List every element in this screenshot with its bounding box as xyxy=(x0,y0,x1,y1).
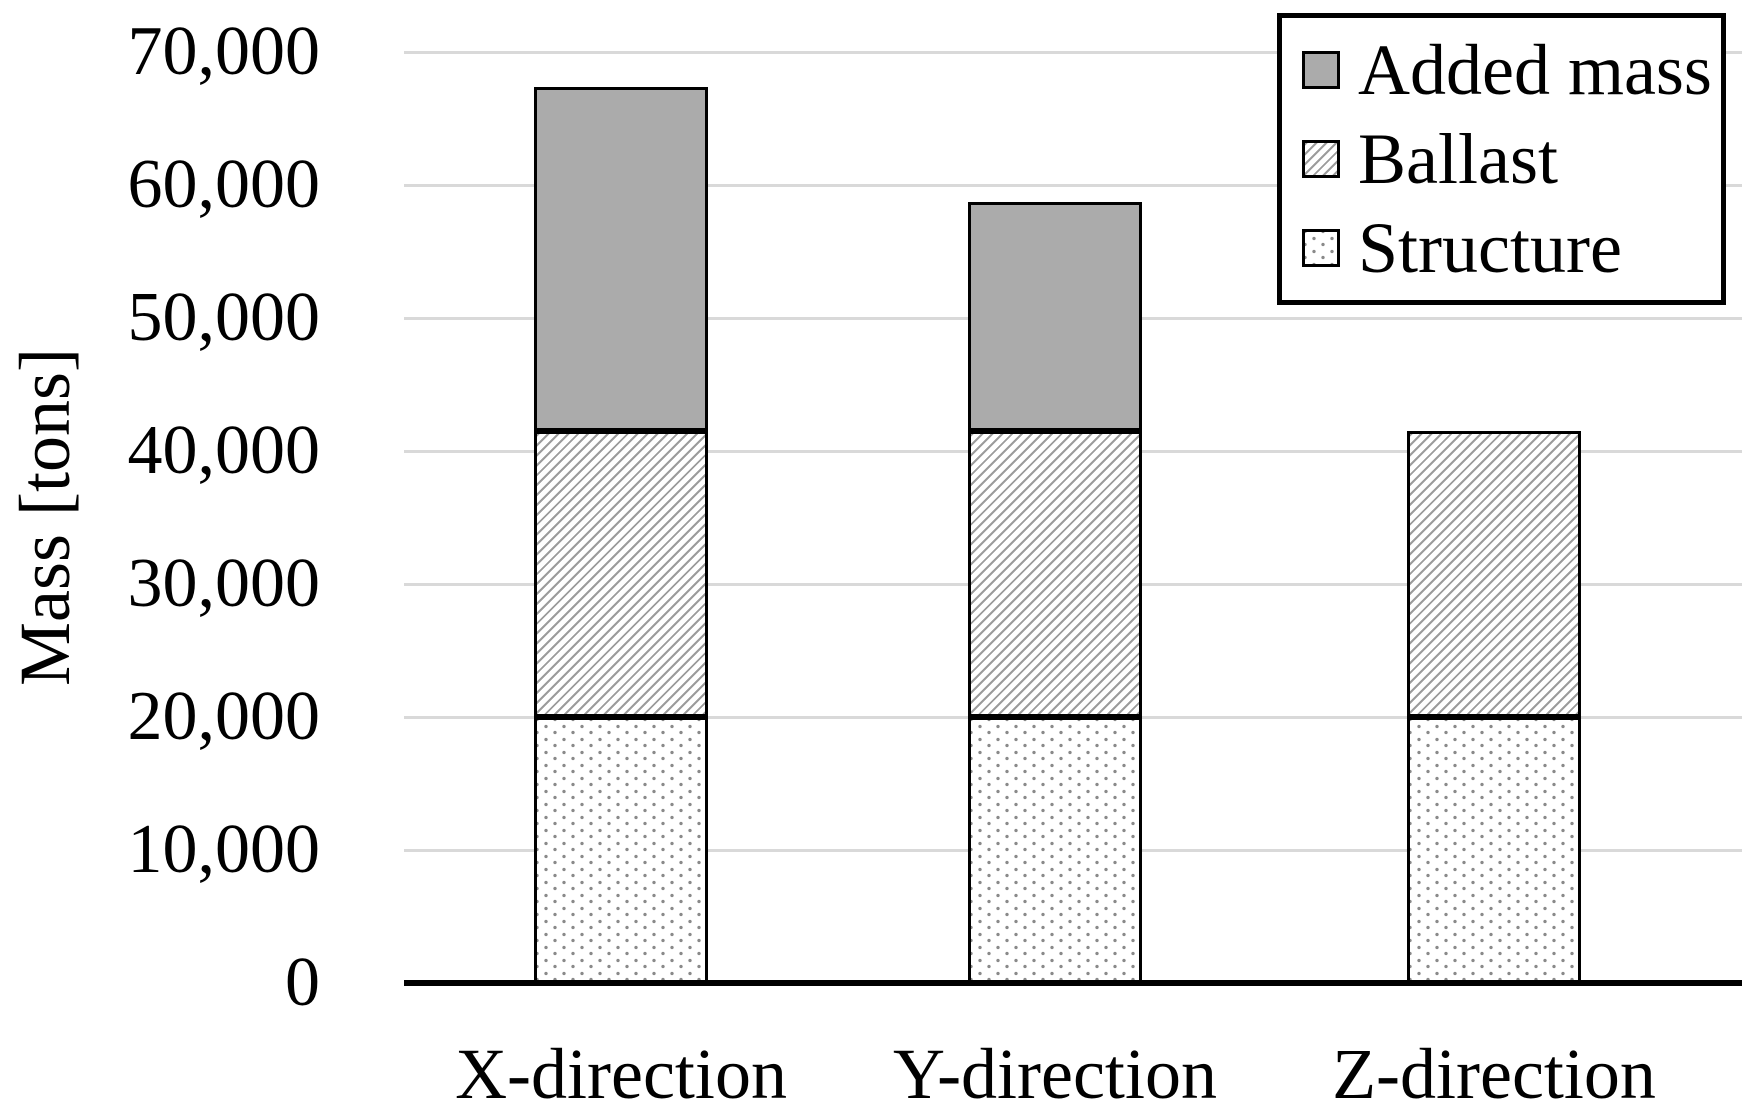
legend-label: Ballast xyxy=(1358,118,1558,199)
legend-label: Added mass xyxy=(1358,30,1712,111)
x-axis-line xyxy=(404,980,1742,986)
bar-segment xyxy=(534,717,708,983)
y-tick-label: 10,000 xyxy=(127,811,321,888)
bar-segment xyxy=(968,202,1142,432)
y-tick-label: 20,000 xyxy=(127,678,321,755)
y-tick-label: 70,000 xyxy=(127,13,321,90)
bar-segment xyxy=(534,86,708,432)
bar-segment xyxy=(534,431,708,717)
y-tick-label: 60,000 xyxy=(127,146,321,223)
gridline xyxy=(404,184,1742,187)
legend-entry: Structure xyxy=(1302,212,1711,284)
bar-segment xyxy=(968,717,1142,983)
legend-swatch-icon xyxy=(1302,51,1340,90)
legend-swatch-icon xyxy=(1302,139,1340,178)
category-label: Z-direction xyxy=(1332,1034,1656,1114)
gridline xyxy=(404,51,1742,54)
legend-entry: Added mass xyxy=(1302,30,1712,111)
y-tick-label: 0 xyxy=(285,944,320,1021)
y-tick-label: 30,000 xyxy=(127,545,321,622)
y-axis-title: Mass [tons] xyxy=(5,348,85,686)
y-tick-label: 50,000 xyxy=(127,279,321,356)
bar-segment xyxy=(1407,431,1581,717)
legend-entry: Ballast xyxy=(1302,123,1711,195)
legend-swatch-icon xyxy=(1302,228,1340,267)
legend: Added mass Ballast Structure xyxy=(1277,13,1726,305)
bar-segment xyxy=(1407,717,1581,983)
legend-label: Structure xyxy=(1358,207,1622,288)
y-tick-label: 40,000 xyxy=(127,412,321,489)
bar-segment xyxy=(968,431,1142,717)
category-label: X-direction xyxy=(455,1034,787,1114)
category-label: Y-direction xyxy=(893,1034,1217,1114)
